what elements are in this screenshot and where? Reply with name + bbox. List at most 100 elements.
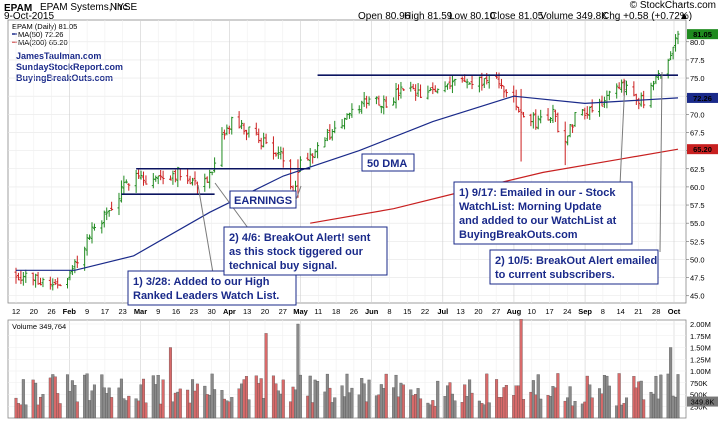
x-tick-label: May [293, 307, 308, 316]
price-tick-label: 67.5 [690, 128, 705, 137]
change-value: Chg +0.58 (+0.72%) [602, 11, 692, 22]
volume-bar [625, 397, 629, 419]
x-tick-label: 30 [207, 307, 215, 316]
volume-bar [539, 398, 543, 419]
volume-bar [556, 373, 560, 419]
last-price-tag-label: 81.05 [693, 30, 712, 39]
x-tick-label: 26 [350, 307, 358, 316]
dma-box [361, 153, 415, 172]
x-tick-label: 18 [332, 307, 340, 316]
x-tick-label: 13 [243, 307, 251, 316]
x-tick-label: 20 [474, 307, 482, 316]
x-tick-label: 14 [616, 307, 624, 316]
volume-bar [308, 375, 312, 419]
x-tick-label: 8 [601, 307, 605, 316]
x-tick-label: Jun [365, 307, 379, 316]
volume-bar [21, 379, 25, 419]
annotation-3-line-3: BuyingBreakOuts.com [459, 229, 578, 241]
x-tick-label: 16 [172, 307, 180, 316]
volume-bar [676, 374, 680, 419]
volume-bars [14, 319, 680, 419]
x-tick-label: 9 [156, 307, 160, 316]
volume-value: Volume 349.8K [540, 11, 608, 22]
copyright: © StockCharts.com [630, 0, 716, 11]
volume-tick-label: 2.00M [690, 320, 711, 329]
x-tick-label: Mar [134, 307, 147, 316]
volume-last-tag [687, 396, 718, 407]
annotation-arrow-3 [619, 79, 626, 186]
x-tick-label: 20 [261, 307, 269, 316]
price-tick-label: 70.0 [690, 110, 705, 119]
price-tick-label: 62.5 [690, 165, 705, 174]
annotation-arrow-4 [659, 71, 663, 253]
volume-bar [617, 373, 621, 419]
volume-tick-label: 1.25M [690, 355, 711, 364]
volume-bar [401, 384, 405, 419]
dma-label: 50 DMA [367, 158, 407, 170]
price-tick-label: 80.0 [690, 38, 705, 47]
x-tick-label: 9 [85, 307, 89, 316]
price-tick-label: 57.5 [690, 201, 705, 210]
last-price-tag [687, 92, 718, 103]
volume-bar [244, 376, 248, 419]
volume-tick-label: 500K [690, 391, 708, 400]
price-tick-label: 45.0 [690, 292, 705, 301]
volume-bar [607, 385, 611, 419]
site-label-0: JamesTaulman.com [16, 51, 101, 61]
price-tick-label: 75.0 [690, 74, 705, 83]
volume-tick-label: 750K [690, 379, 708, 388]
volume-bar [213, 389, 217, 419]
price-tick-label: 55.0 [690, 219, 705, 228]
x-tick-label: 22 [421, 307, 429, 316]
price-tick-label: 77.5 [690, 56, 705, 65]
volume-bar [384, 373, 388, 419]
x-tick-label: Sep [578, 307, 592, 316]
volume-bar [281, 379, 285, 419]
x-tick-label: 17 [101, 307, 109, 316]
volume-bar [75, 401, 79, 419]
volume-bar [141, 378, 146, 419]
annotation-4-box [489, 249, 659, 285]
earnings-arrow [295, 185, 302, 201]
volume-bar [568, 386, 572, 419]
price-tick-label: 60.0 [690, 183, 705, 192]
open-value: Open 80.96 [358, 11, 411, 22]
volume-bar [522, 399, 526, 419]
annotation-1-box [127, 270, 297, 306]
last-price-tag-label: 72.26 [693, 94, 712, 103]
volume-bar [453, 400, 457, 419]
volume-bar [298, 374, 302, 419]
ticker-symbol: EPAM [4, 3, 32, 14]
volume-tick-label: 1.75M [690, 332, 711, 341]
volume-bar [333, 397, 337, 419]
company-name: EPAM Systems, Inc. [40, 2, 130, 13]
annotation-3-box [453, 181, 633, 245]
volume-bar [34, 382, 38, 419]
legend-ma200: MA(200) 65.20 [18, 38, 68, 47]
volume-bar [350, 387, 354, 419]
x-tick-label: Jul [437, 307, 448, 316]
x-tick-label: 17 [545, 307, 553, 316]
volume-bar [362, 383, 366, 419]
annotation-3-line-2: and added to our WatchList at [459, 215, 617, 227]
close-value: Close 81.05 [490, 11, 544, 22]
volume-bar [470, 392, 474, 419]
exchange-label: NYSE [110, 2, 138, 13]
volume-bar [485, 373, 489, 419]
volume-bar [296, 323, 300, 419]
x-tick-label: Apr [223, 307, 236, 316]
price-tick-label: 50.0 [690, 255, 705, 264]
volume-bar [110, 397, 114, 419]
chart-date: 9-Oct-2015 [4, 11, 54, 22]
change-arrow: ▲ [679, 11, 689, 22]
x-tick-label: 12 [12, 307, 20, 316]
earnings-label: EARNINGS [234, 195, 292, 207]
volume-bar [230, 397, 234, 419]
volume-bar [85, 373, 89, 419]
x-tick-label: 13 [456, 307, 464, 316]
volume-bar [92, 384, 96, 419]
x-tick-label: 23 [119, 307, 127, 316]
volume-bar [394, 374, 398, 419]
volume-label: Volume 349,764 [12, 322, 66, 331]
